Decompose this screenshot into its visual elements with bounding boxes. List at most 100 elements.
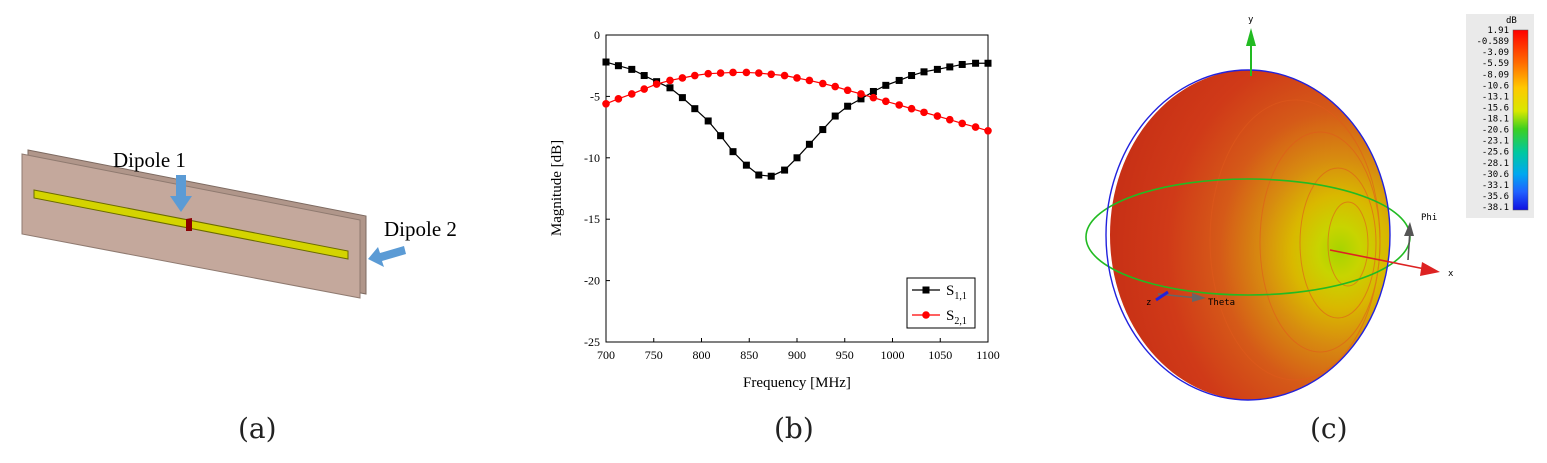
radiation-pattern: y x Phi Theta z dB 1.91-0.589-3.09-5.59-…: [1085, 14, 1534, 401]
data-point-s11: [920, 68, 928, 76]
colorbar-tick-label: -28.1: [1482, 159, 1509, 169]
series-layer: [602, 58, 992, 180]
data-point-s21: [614, 95, 623, 103]
legend-marker-s11: [922, 286, 930, 294]
data-point-s21: [678, 74, 687, 82]
data-point-s21: [818, 79, 827, 88]
data-point-s21: [704, 69, 712, 78]
colorbar-tick-label: -3.09: [1482, 48, 1509, 58]
data-point-s21: [984, 126, 992, 135]
data-point-s11: [958, 60, 966, 68]
y-tick-label: -5: [590, 89, 600, 103]
colorbar-tick-label: -13.1: [1482, 92, 1509, 102]
colorbar-tick-label: -23.1: [1482, 137, 1509, 147]
colorbar-ticks: 1.91-0.589-3.09-5.59-8.09-10.6-13.1-15.6…: [1476, 26, 1509, 213]
panel-a-antenna: Dipole 1 Dipole 2 (a): [0, 0, 520, 463]
x-axis: 700 750 800 850 900 950 1000 1050 1100: [597, 338, 1000, 362]
colorbar-tick-label: -30.6: [1482, 170, 1509, 180]
data-point-s11: [628, 65, 636, 73]
data-point-s21: [920, 108, 928, 117]
data-point-s11: [717, 132, 725, 140]
data-point-s11: [742, 161, 750, 169]
data-point-s11: [831, 112, 839, 120]
x-tick-label: 800: [693, 348, 711, 362]
colorbar-tick-label: -15.6: [1482, 103, 1509, 113]
x-tick-label: 1000: [881, 348, 905, 362]
legend: S1,1 S2,1: [906, 277, 976, 329]
x-axis-arrowhead: [1420, 262, 1440, 276]
colorbar-tick-label: -25.6: [1482, 148, 1509, 158]
x-tick-label: 1100: [976, 348, 1000, 362]
data-point-s11: [933, 65, 941, 73]
data-point-s21: [831, 82, 839, 91]
y-tick-label: 0: [594, 28, 600, 42]
colorbar-tick-label: 1.91: [1487, 26, 1509, 36]
panel-c-pattern: y x Phi Theta z dB 1.91 -0.589 -3.09 -5.59-…: [1040, 0, 1547, 463]
data-point-s21: [780, 71, 789, 80]
data-point-s11: [678, 94, 686, 102]
data-point-s21: [946, 115, 954, 124]
theta-label: Theta: [1208, 298, 1235, 308]
y-tick-label: -20: [584, 274, 600, 288]
colorbar-tick-label: -5.59: [1482, 59, 1509, 69]
colorbar-tick-label: -35.6: [1482, 192, 1509, 202]
data-point-s21: [882, 97, 890, 106]
data-point-s11: [972, 59, 980, 67]
data-point-s21: [843, 86, 852, 95]
data-point-s21: [602, 99, 610, 108]
dipole-2-arrow: [368, 246, 406, 267]
data-point-s21: [971, 123, 980, 131]
data-point-s21: [640, 85, 648, 93]
data-point-s11: [691, 105, 699, 113]
pattern-rings: [1209, 99, 1381, 381]
caption-b: (b): [774, 412, 814, 445]
panel-b-chart: 700 750 800 850 900 950 1000 1050 1100 0 -5 -10 -15…: [520, 0, 1040, 463]
colorbar-strip: [1512, 29, 1529, 211]
phi-label: Phi: [1421, 213, 1437, 223]
colorbar-tick-label: -0.589: [1476, 37, 1509, 47]
data-point-s21: [958, 119, 967, 128]
theta-circle: [1105, 69, 1391, 401]
data-point-s11: [793, 154, 801, 162]
legend-label-main: S: [946, 308, 954, 324]
legend-label-subscript: 2,1: [954, 316, 967, 327]
phi-arrowhead: [1404, 222, 1414, 236]
legend-label-subscript: 1,1: [954, 291, 967, 302]
colorbar-tick-label: -33.1: [1482, 181, 1509, 191]
caption-c: (c): [1310, 412, 1348, 445]
x-axis-arrow: [1329, 249, 1431, 271]
data-point-s21: [742, 68, 751, 77]
colorbar-tick-label: -8.09: [1482, 70, 1509, 80]
data-point-s21: [767, 70, 776, 79]
data-point-s11: [755, 171, 763, 179]
colorbar-tick-label: -20.6: [1482, 126, 1509, 136]
z-axis-label: z: [1146, 298, 1151, 308]
y-tick-label: -15: [584, 212, 600, 226]
y-axis-label: y: [1248, 15, 1254, 25]
data-point-s11: [908, 72, 916, 80]
data-point-s21: [666, 76, 674, 85]
x-tick-label: 950: [836, 348, 854, 362]
legend-label-s21: S2,1: [946, 308, 967, 327]
x-axis-title: Frequency [MHz]: [743, 375, 851, 391]
data-point-s11: [781, 166, 789, 174]
legend-label-s11: S1,1: [946, 283, 967, 302]
legend-box: [906, 277, 976, 329]
x-tick-label: 900: [788, 348, 806, 362]
x-axis-label: x: [1448, 269, 1454, 279]
data-point-s11: [946, 63, 954, 71]
y-axis-arrowhead: [1246, 28, 1256, 46]
data-point-s21: [869, 93, 878, 102]
y-axis-title: Magnitude [dB]: [549, 140, 565, 236]
data-point-s11: [729, 148, 737, 156]
s-parameter-chart: 700 750 800 850 900 950 1000 1050 1100 0 -5 -10 -15…: [549, 28, 1000, 391]
data-point-s11: [857, 95, 865, 103]
y-tick-label: -25: [584, 335, 600, 349]
data-point-s21: [857, 90, 865, 98]
colorbar-tick-label: -18.1: [1482, 115, 1509, 125]
data-point-s11: [984, 59, 992, 67]
x-tick-label: 1050: [928, 348, 952, 362]
data-point-s11: [640, 72, 648, 80]
data-point-s11: [869, 87, 877, 95]
data-point-s11: [844, 102, 852, 110]
